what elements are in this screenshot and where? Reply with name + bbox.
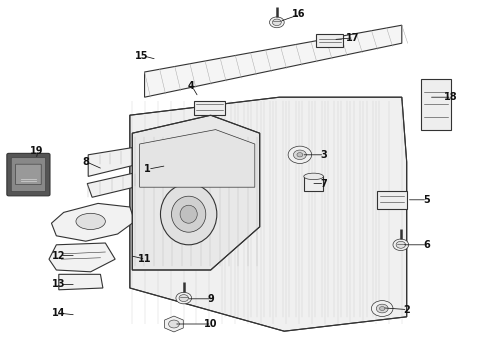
FancyBboxPatch shape bbox=[7, 153, 50, 196]
Ellipse shape bbox=[161, 184, 217, 245]
Text: 14: 14 bbox=[52, 308, 66, 318]
Circle shape bbox=[379, 306, 385, 310]
FancyBboxPatch shape bbox=[16, 164, 41, 185]
Polygon shape bbox=[88, 148, 132, 176]
Text: 7: 7 bbox=[320, 179, 327, 189]
Text: 12: 12 bbox=[52, 251, 66, 261]
Text: 11: 11 bbox=[138, 254, 151, 264]
Ellipse shape bbox=[76, 213, 105, 230]
Polygon shape bbox=[316, 34, 343, 47]
Circle shape bbox=[371, 301, 393, 316]
Polygon shape bbox=[87, 166, 172, 197]
Text: 1: 1 bbox=[144, 164, 150, 174]
Circle shape bbox=[179, 294, 189, 302]
Circle shape bbox=[176, 292, 192, 304]
Polygon shape bbox=[132, 115, 260, 270]
Text: 15: 15 bbox=[135, 51, 149, 61]
Polygon shape bbox=[140, 130, 255, 187]
Polygon shape bbox=[304, 176, 323, 191]
Text: 10: 10 bbox=[204, 319, 218, 329]
Text: 17: 17 bbox=[346, 33, 360, 43]
Circle shape bbox=[270, 17, 284, 28]
Polygon shape bbox=[421, 79, 451, 130]
Text: 2: 2 bbox=[403, 305, 410, 315]
FancyBboxPatch shape bbox=[11, 158, 46, 192]
Circle shape bbox=[294, 150, 306, 159]
Polygon shape bbox=[165, 316, 183, 332]
Circle shape bbox=[393, 239, 409, 251]
Text: 18: 18 bbox=[444, 92, 458, 102]
Polygon shape bbox=[194, 101, 225, 115]
Circle shape bbox=[376, 304, 388, 313]
Circle shape bbox=[288, 146, 312, 163]
Polygon shape bbox=[145, 25, 402, 97]
Text: 3: 3 bbox=[320, 150, 327, 160]
Ellipse shape bbox=[180, 205, 197, 223]
Ellipse shape bbox=[304, 173, 323, 180]
Polygon shape bbox=[59, 274, 103, 290]
Text: 5: 5 bbox=[423, 195, 430, 205]
Polygon shape bbox=[130, 97, 407, 331]
Polygon shape bbox=[377, 191, 407, 209]
Circle shape bbox=[297, 153, 303, 157]
Polygon shape bbox=[49, 243, 115, 272]
Circle shape bbox=[272, 19, 281, 26]
Polygon shape bbox=[51, 203, 135, 241]
Text: 4: 4 bbox=[188, 81, 195, 91]
Text: 8: 8 bbox=[82, 157, 89, 167]
Text: 16: 16 bbox=[292, 9, 306, 19]
Text: 13: 13 bbox=[52, 279, 66, 289]
Ellipse shape bbox=[172, 196, 206, 232]
Text: 9: 9 bbox=[207, 294, 214, 304]
Circle shape bbox=[396, 241, 406, 248]
Circle shape bbox=[169, 320, 179, 328]
Text: 6: 6 bbox=[423, 240, 430, 250]
Text: 19: 19 bbox=[30, 146, 44, 156]
